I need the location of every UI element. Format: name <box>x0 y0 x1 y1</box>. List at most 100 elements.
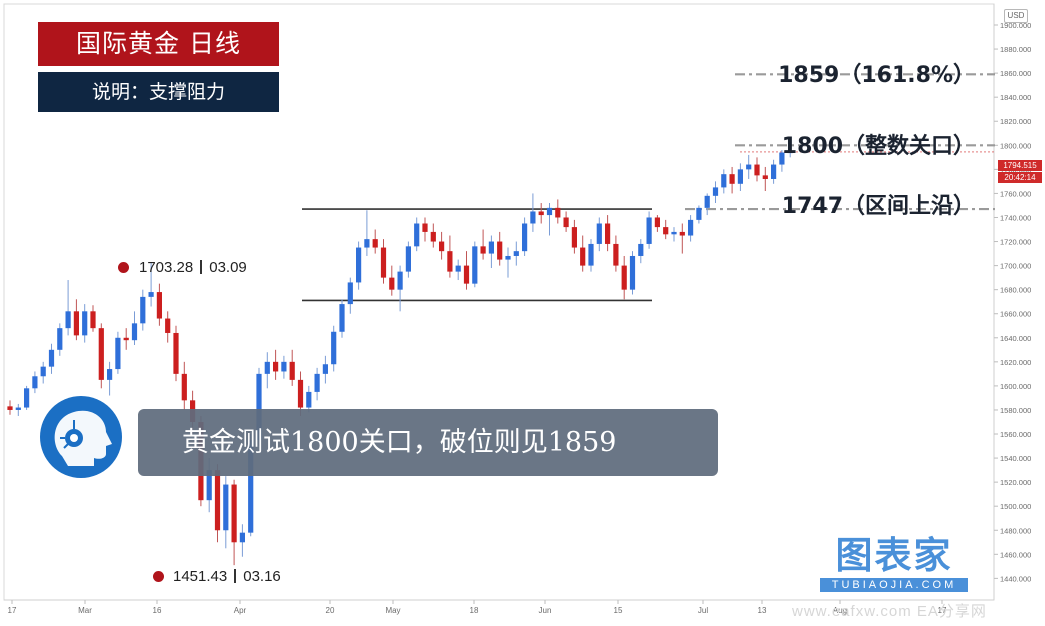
time-tick-label: 16 <box>153 606 162 615</box>
candle-body <box>15 407 21 410</box>
candle-body <box>563 217 569 228</box>
candle-body <box>82 311 88 336</box>
candle-body <box>57 328 63 350</box>
time-tick-label: Mar <box>78 606 92 615</box>
candle-body <box>737 169 743 184</box>
candle-body <box>497 241 503 260</box>
candle-body <box>347 282 353 305</box>
candle-body <box>621 265 627 290</box>
candle-body <box>746 164 752 170</box>
price-tick-label: 1640.000 <box>1000 334 1031 343</box>
candle-body <box>214 470 221 531</box>
price-tick-label: 1560.000 <box>1000 430 1031 439</box>
candle-body <box>306 391 312 408</box>
time-tick-label: 17 <box>938 606 947 615</box>
candle-body <box>538 211 544 216</box>
candle-body <box>422 223 428 232</box>
candle-body <box>281 361 287 372</box>
level-label-1747: 1747（区间上沿） <box>781 194 975 219</box>
candle-body <box>231 484 237 543</box>
candle-body <box>505 255 511 260</box>
brand-name: 图表家 <box>835 534 953 577</box>
candle-body <box>24 388 30 408</box>
candle-body <box>696 207 702 220</box>
time-tick-label: 17 <box>8 606 17 615</box>
price-tick-label: 1880.000 <box>1000 45 1031 54</box>
price-tick-label: 1620.000 <box>1000 358 1031 367</box>
price-tick-label: 1540.000 <box>1000 454 1031 463</box>
caption-banner: 黄金测试1800关口，破位则见1859 <box>138 409 718 476</box>
price-tick-label: 1460.000 <box>1000 550 1031 559</box>
candle-body <box>646 217 652 244</box>
candle-body <box>530 211 536 224</box>
price-tick-label: 1500.000 <box>1000 502 1031 511</box>
candle-body <box>98 328 104 380</box>
candle-body <box>555 207 561 218</box>
brand-logo: 图表家 TUBIAOJIA.COM <box>820 534 968 592</box>
time-tick-label: Apr <box>234 606 247 615</box>
candle-body <box>613 243 619 266</box>
time-tick-label: 15 <box>614 606 623 615</box>
candle-body <box>389 277 395 290</box>
price-tick-label: 1760.000 <box>1000 189 1031 198</box>
candle-body <box>173 332 179 374</box>
candle-body <box>779 152 785 165</box>
price-tick-label: 1800.000 <box>1000 141 1031 150</box>
candle-body <box>704 195 710 208</box>
candle-body <box>380 247 387 278</box>
price-tick-label: 1820.000 <box>1000 117 1031 126</box>
candle-body <box>596 223 602 244</box>
price-tick-label: 1480.000 <box>1000 526 1031 535</box>
candle-body <box>663 227 669 235</box>
price-tick-label: 1720.000 <box>1000 238 1031 247</box>
time-tick-label: Jul <box>698 606 708 615</box>
candle-body <box>439 241 445 252</box>
price-tick-label: 1660.000 <box>1000 310 1031 319</box>
candle-body <box>256 373 262 441</box>
time-tick-label: Aug <box>833 606 847 615</box>
candle-body <box>90 311 96 329</box>
price-tick-label: 1860.000 <box>1000 69 1031 78</box>
candle-body <box>679 231 685 236</box>
candle-body <box>248 440 254 533</box>
candle-body <box>206 470 212 501</box>
separator <box>234 569 237 583</box>
candle-body <box>463 265 470 284</box>
candle-body <box>771 164 777 179</box>
high-date: 03.09 <box>209 259 247 276</box>
candle-body <box>148 292 154 297</box>
low-date: 03.16 <box>243 568 281 585</box>
candle-body <box>223 484 229 531</box>
candle-body <box>372 239 378 248</box>
candle-body <box>638 243 644 256</box>
candle-body <box>712 187 719 196</box>
candle-body <box>472 246 478 284</box>
time-tick-label: 20 <box>326 606 335 615</box>
price-tick-label: 1520.000 <box>1000 478 1031 487</box>
candle-body <box>339 304 345 332</box>
candle-body <box>65 311 71 329</box>
candle-body <box>364 239 370 248</box>
candle-body <box>181 373 187 401</box>
candle-body <box>165 318 171 333</box>
price-tick-label: 1700.000 <box>1000 262 1031 271</box>
candle-body <box>546 207 553 216</box>
candle-body <box>331 331 337 365</box>
price-tick-label: 1840.000 <box>1000 93 1031 102</box>
candle-body <box>430 231 436 242</box>
candle-body <box>297 379 304 408</box>
candle-body <box>580 247 586 266</box>
currency-label[interactable]: USD <box>1004 9 1028 23</box>
candle-body <box>131 323 138 341</box>
candle-body <box>522 223 528 252</box>
high-price: 1703.28 <box>139 259 194 276</box>
candle-body <box>264 361 270 374</box>
candle-body <box>48 349 55 367</box>
time-tick-label: May <box>385 606 400 615</box>
candle-body <box>754 164 760 176</box>
price-tick-label: 1740.000 <box>1000 213 1031 222</box>
candle-body <box>571 227 577 248</box>
low-annotation: 1451.43 03.16 <box>173 568 281 585</box>
candle-body <box>480 246 486 254</box>
candle-body <box>588 243 594 266</box>
